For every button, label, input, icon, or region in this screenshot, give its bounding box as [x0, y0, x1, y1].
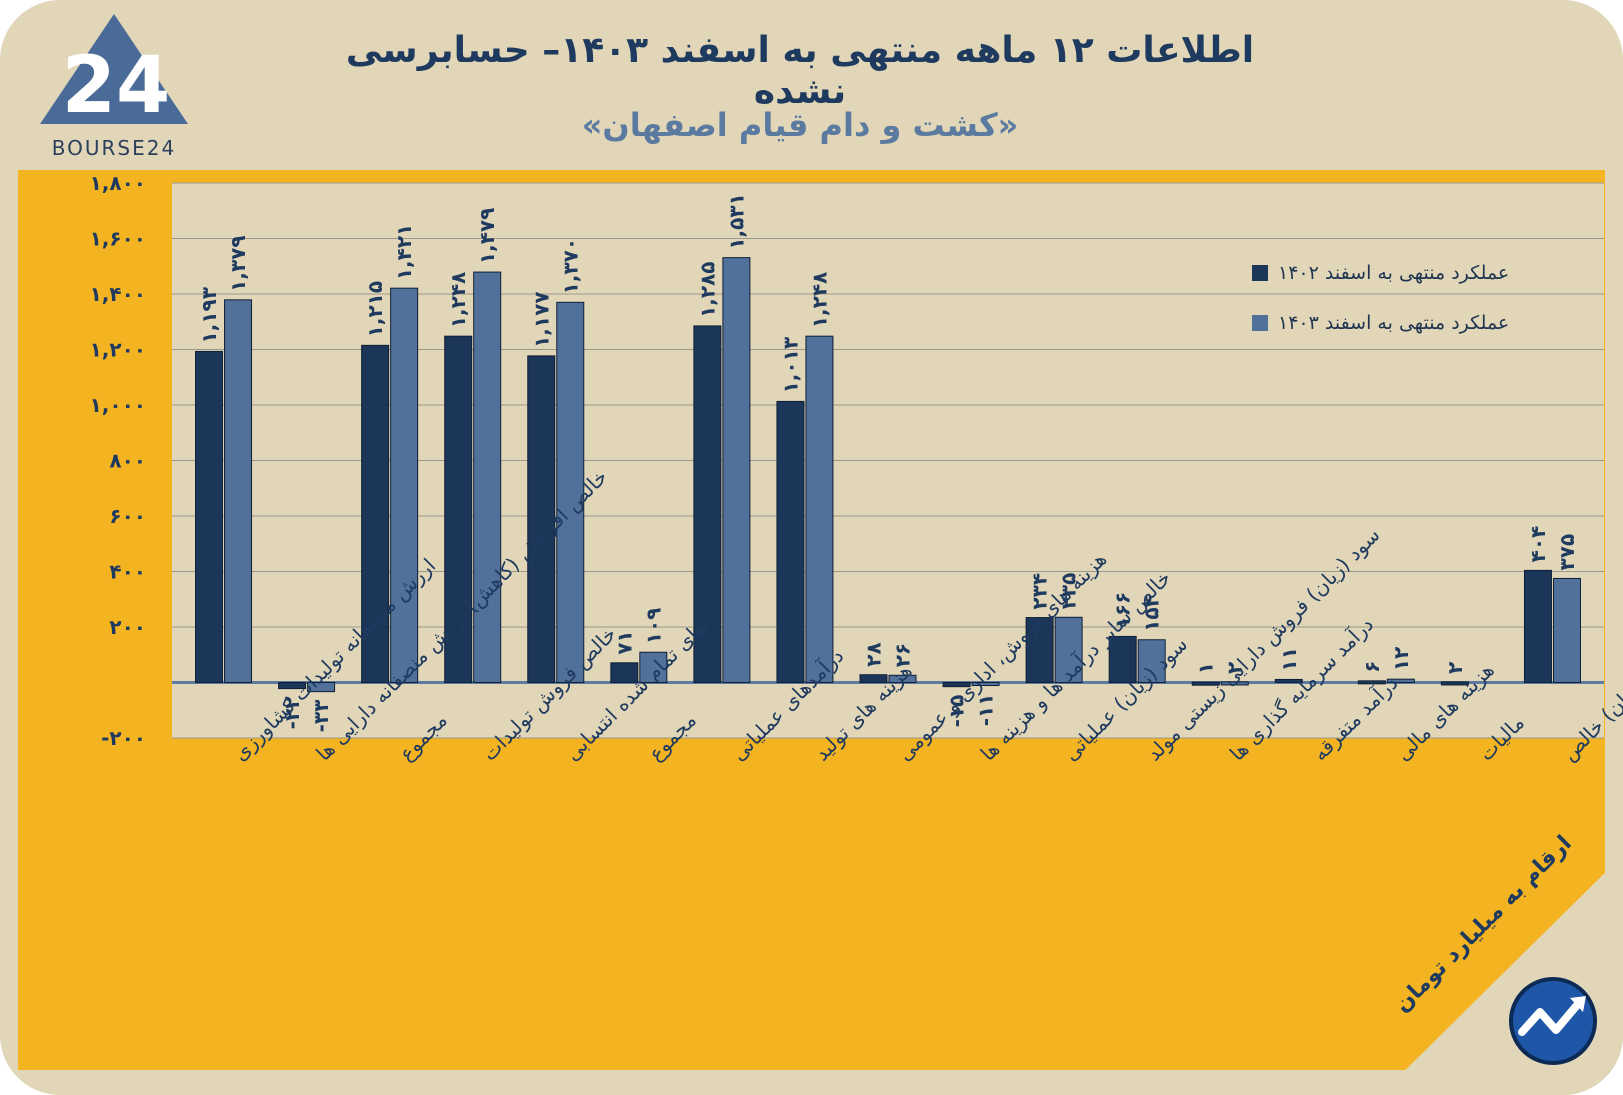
data-label: ۱,۴۲۱ [392, 224, 416, 280]
bar [610, 662, 639, 683]
bar [1523, 569, 1552, 684]
data-label: ۲ [1223, 662, 1247, 674]
y-tick-label: ۲۰۰ [109, 615, 146, 639]
bar [390, 287, 419, 683]
data-label: ۱,۳۷۹ [226, 235, 250, 291]
data-label: ۱۵۴ [1140, 595, 1164, 632]
bar [1440, 681, 1469, 686]
bar [1386, 678, 1415, 683]
data-label: ۱۲ [1389, 647, 1413, 671]
bar [195, 350, 224, 683]
bar [556, 301, 585, 683]
bar [278, 682, 307, 690]
bar [776, 400, 805, 683]
y-tick-label: ۸۰۰ [109, 449, 146, 473]
bars [195, 257, 1581, 693]
y-tick-label: ۱,۶۰۰ [90, 227, 146, 251]
data-label: ۲۳۴ [1028, 573, 1052, 610]
data-label: ۱,۳۷۰ [558, 238, 582, 294]
data-label: ۱,۲۴۸ [807, 272, 831, 328]
legend-item-1402: عملکرد منتهی به اسفند ۱۴۰۲ [1252, 248, 1572, 298]
bar [1357, 680, 1386, 685]
data-label: ۱,۱۷۷ [529, 291, 553, 347]
trend-badge-icon [1509, 977, 1597, 1065]
data-label: ۱۱ [1277, 647, 1301, 671]
y-tick-label: ۱,۰۰۰ [90, 393, 146, 417]
bar [527, 355, 556, 683]
data-label: -۲۲ [280, 697, 304, 730]
chart-title: اطلاعات ۱۲ ماهه منتهی به اسفند ۱۴۰۳– حسا… [345, 30, 1255, 112]
data-label: ۱ [1194, 662, 1218, 674]
bar [361, 344, 390, 683]
legend-item-1403: عملکرد منتهی به اسفند ۱۴۰۳ [1252, 298, 1572, 348]
data-label: ۲۶ [891, 643, 915, 667]
data-label: ۱۶۶ [1111, 592, 1135, 629]
bar [1137, 639, 1166, 684]
bar [307, 682, 336, 693]
bar [1191, 681, 1220, 686]
bar [888, 674, 917, 683]
data-label: ۷۱ [612, 630, 636, 654]
y-tick-label: ۱,۲۰۰ [90, 338, 146, 362]
bar [1054, 616, 1083, 683]
data-label: ۴۰۴ [1526, 526, 1550, 563]
bourse24-logo: 24 BOURSE24 [40, 14, 188, 160]
svg-text:BOURSE24: BOURSE24 [52, 136, 176, 160]
data-label: ۱,۲۱۵ [363, 281, 387, 337]
bar [639, 651, 668, 684]
data-label: ۳۷۵ [1555, 534, 1579, 571]
bar [971, 682, 1000, 687]
y-tick-label: ۶۰۰ [109, 504, 146, 528]
bar [473, 271, 502, 683]
bar [942, 682, 971, 688]
data-label: ۲۸ [862, 642, 886, 666]
data-label: -۱۱ [974, 694, 998, 727]
legend-label-1403: عملکرد منتهی به اسفند ۱۴۰۳ [1278, 312, 1510, 334]
data-label: ۲۳۵ [1057, 573, 1081, 610]
legend: عملکرد منتهی به اسفند ۱۴۰۲ عملکرد منتهی … [1252, 248, 1572, 348]
data-label: ۱,۲۸۵ [695, 261, 719, 317]
y-axis: -۲۰۰ ۲۰۰ ۴۰۰ ۶۰۰ ۸۰۰ ۱,۰۰۰ ۱,۲۰۰ ۱,۴۰۰ ۱,۶۰۰ ۱,۸۰… [90, 171, 146, 750]
data-label: ۲ [1443, 662, 1467, 674]
legend-swatch-1402 [1252, 265, 1268, 281]
data-label: ۱,۵۳۱ [724, 193, 748, 249]
y-tick-label: ۴۰۰ [109, 560, 146, 584]
data-label: ۶ [1360, 661, 1384, 673]
legend-swatch-1403 [1252, 315, 1268, 331]
bar [444, 335, 473, 683]
svg-text:24: 24 [62, 41, 171, 131]
data-label: -۳۳ [309, 700, 333, 733]
y-tick-label: -۲۰۰ [101, 726, 146, 750]
bar [1220, 681, 1249, 686]
bar [1274, 678, 1303, 684]
legend-label-1402: عملکرد منتهی به اسفند ۱۴۰۲ [1278, 262, 1510, 284]
y-tick-label: ۱,۴۰۰ [90, 282, 146, 306]
data-label: -۱۵ [945, 695, 969, 728]
bar [1025, 617, 1054, 683]
bar [1552, 577, 1581, 683]
data-label: ۱,۰۱۳ [778, 337, 802, 393]
chart-subtitle: «کشت و دام قیام اصفهان» [581, 106, 1019, 144]
data-label: ۱۰۹ [641, 608, 665, 645]
bar [859, 674, 888, 683]
data-label: ۱,۲۴۸ [446, 272, 470, 328]
y-tick-label: ۱,۸۰۰ [90, 171, 146, 195]
bar [693, 325, 722, 683]
data-label: ۱,۱۹۳ [197, 287, 221, 343]
data-label: ۱,۴۷۹ [475, 208, 499, 264]
bar [224, 299, 253, 683]
bar [1108, 635, 1137, 683]
bar [722, 257, 751, 683]
bar [805, 335, 834, 683]
